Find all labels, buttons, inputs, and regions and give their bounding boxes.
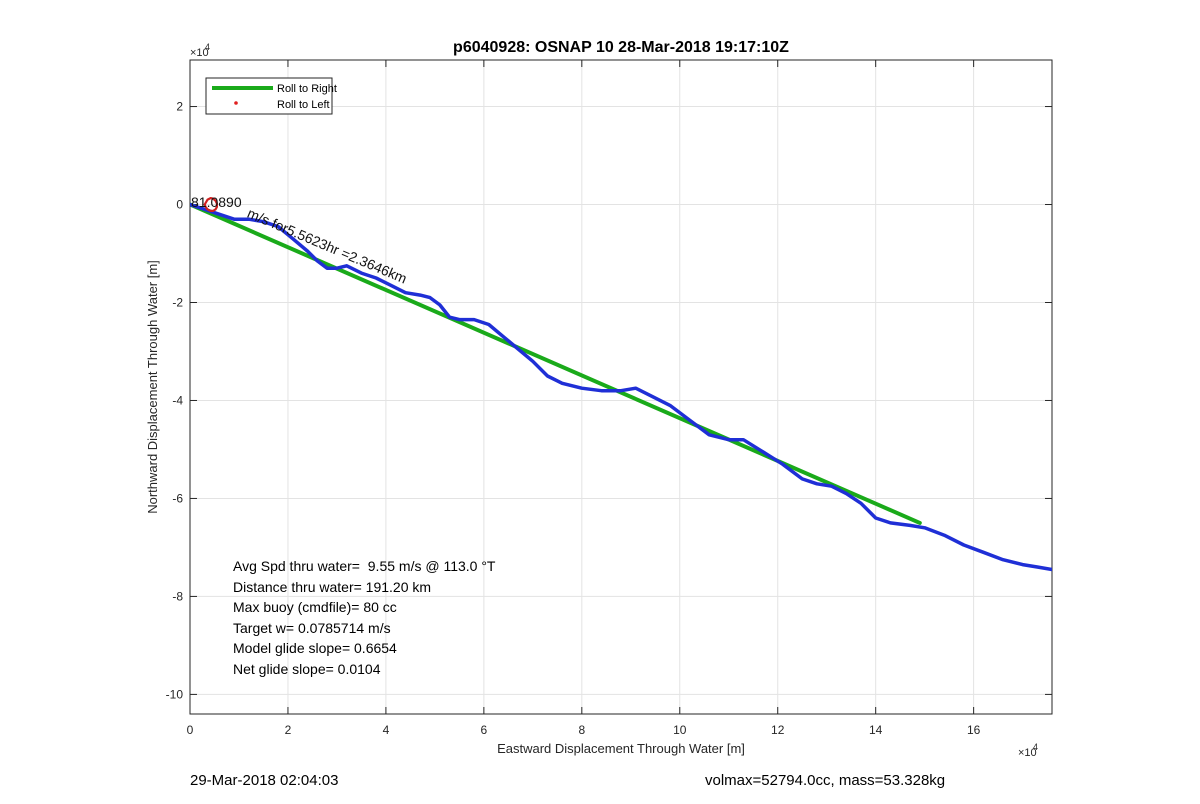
legend-roll-left-dot	[234, 101, 238, 105]
legend: Roll to Right Roll to Left	[205, 77, 337, 115]
series-layer	[190, 197, 1052, 572]
series-track-line	[190, 202, 1052, 572]
series-roll-right-line	[190, 202, 922, 525]
x-tick-label: 12	[771, 723, 785, 737]
stat-avg-speed: Avg Spd thru water= 9.55 m/s @ 113.0 °T	[233, 558, 496, 574]
x-tick-label: 10	[673, 723, 687, 737]
y-tick-label: -10	[166, 687, 184, 701]
track-annotation: m/s for5.5623hr =2.3646km	[245, 205, 409, 287]
stat-distance: Distance thru water= 191.20 km	[233, 579, 431, 595]
y-tick-label: -4	[172, 393, 183, 407]
plot-area-frame	[189, 59, 1053, 715]
x-tick-label: 16	[967, 723, 981, 737]
y-exponent-base: ×10	[190, 47, 209, 59]
series-roll-left-loop	[203, 197, 218, 212]
stat-model-glide: Model glide slope= 0.6654	[233, 640, 397, 656]
x-exponent-power: 4	[1033, 742, 1038, 752]
x-tick-label: 0	[187, 723, 194, 737]
y-axis-label: Northward Displacement Through Water [m]	[145, 260, 160, 514]
footer-timestamp: 29-Mar-2018 02:04:03	[190, 772, 339, 789]
y-tick-label: -8	[172, 589, 183, 603]
legend-roll-left-label: Roll to Left	[277, 99, 330, 111]
grid	[189, 60, 1052, 714]
x-tick-label: 14	[869, 723, 883, 737]
x-exponent-base: ×10	[1018, 747, 1037, 759]
y-exponent-power: 4	[205, 42, 210, 52]
y-tick-label: -6	[172, 491, 183, 505]
footer-volmax-mass: volmax=52794.0cc, mass=53.328kg	[705, 772, 946, 789]
legend-roll-right-label: Roll to Right	[277, 83, 337, 95]
stats-block: Avg Spd thru water= 9.55 m/s @ 113.0 °T …	[233, 558, 496, 677]
stat-net-glide: Net glide slope= 0.0104	[233, 661, 381, 677]
stat-target-w: Target w= 0.0785714 m/s	[233, 620, 391, 636]
y-tick-label: -2	[172, 295, 183, 309]
legend-box	[205, 77, 333, 115]
x-tick-label: 8	[578, 723, 585, 737]
chart-title: p6040928: OSNAP 10 28-Mar-2018 19:17:10Z	[453, 39, 789, 56]
x-axis: 0 2 4 6 8 10 12 14 16	[187, 60, 981, 737]
y-tick-label: 0	[176, 198, 183, 212]
x-axis-label: Eastward Displacement Through Water [m]	[497, 741, 745, 756]
x-tick-label: 2	[285, 723, 292, 737]
y-tick-label: 2	[176, 100, 183, 114]
stat-max-buoy: Max buoy (cmdfile)= 80 cc	[233, 599, 397, 615]
x-tick-label: 6	[481, 723, 488, 737]
track-annotation: 81.0890	[191, 194, 242, 210]
x-tick-label: 4	[383, 723, 390, 737]
y-axis: 2 0 -2 -4 -6 -8 -10	[166, 100, 1052, 701]
